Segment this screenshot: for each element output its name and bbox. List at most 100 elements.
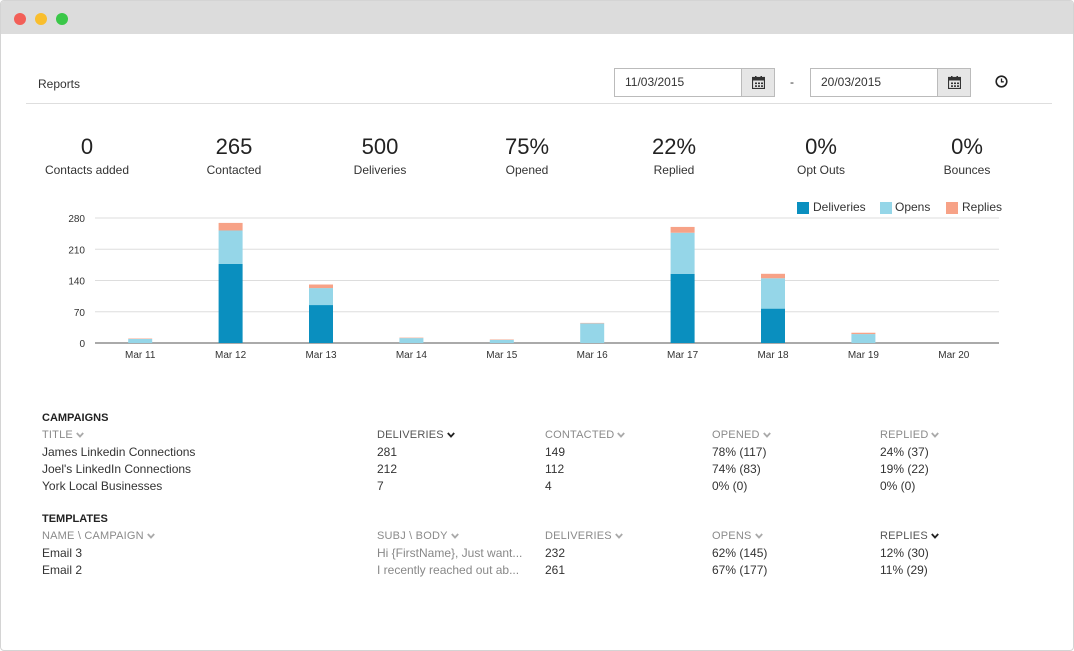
x-tick-label: Mar 20 [938,350,970,361]
bar-segment-replies [218,222,243,231]
x-tick-label: Mar 14 [396,350,428,361]
bar-segment-opens [489,339,514,343]
x-tick-label: Mar 17 [667,350,699,361]
table-cell: 281 [377,445,398,459]
campaign-title-link[interactable]: James Linkedin Connections [42,445,196,459]
date-range-separator: - [790,75,794,89]
table-cell: 7 [377,479,384,493]
column-label: REPLIED [880,429,929,441]
chevron-down-icon [614,533,623,539]
campaigns-col-title[interactable]: TITLE [42,429,84,441]
close-window-button[interactable] [14,13,26,25]
bar-segment-opens [761,278,785,309]
maximize-window-button[interactable] [56,13,68,25]
campaigns-col-opened[interactable]: OPENED [712,429,771,441]
stat-contacts-added: 0 Contacts added [12,133,162,177]
date-to-field[interactable]: 20/03/2015 [810,68,971,97]
campaigns-section-title: CAMPAIGNS [42,412,109,424]
minimize-window-button[interactable] [35,13,47,25]
date-to-calendar-button[interactable] [937,69,970,96]
column-label: NAME \ CAMPAIGN [42,530,144,542]
chevron-down-icon [446,432,455,438]
y-tick-label: 140 [68,277,85,288]
column-label: CONTACTED [545,429,615,441]
template-name-link[interactable]: Email 3 [42,546,83,560]
bar-segment-deliveries [218,263,243,343]
stat-opened: 75% Opened [452,133,602,177]
stat-contacted: 265 Contacted [159,133,309,177]
chevron-down-icon [754,533,763,539]
stat-value: 75% [504,134,550,159]
stat-value: 0% [951,134,983,159]
table-cell: 12% (30) [880,546,929,560]
table-cell: 67% (177) [712,563,768,577]
bar-segment-deliveries [309,305,333,343]
stat-label: Bounces [943,163,991,177]
legend-swatch [880,202,892,214]
table-cell: 24% (37) [880,445,929,459]
clock-icon[interactable] [995,75,1008,93]
campaign-title-link[interactable]: York Local Businesses [42,479,163,493]
bar-segment-opens [670,232,695,274]
date-from-calendar-button[interactable] [741,69,774,96]
y-tick-label: 70 [74,308,86,319]
stat-opt-outs: 0% Opt Outs [746,133,896,177]
campaigns-col-deliveries[interactable]: DELIVERIES [377,429,455,441]
chevron-down-icon [931,432,940,438]
column-label: OPENED [712,429,760,441]
stat-label: Replied [653,163,695,177]
table-cell: 74% (83) [712,462,761,476]
table-cell: 0% (0) [880,479,916,493]
page-title: Reports [38,77,81,91]
templates-col-replies[interactable]: REPLIES [880,530,939,542]
bar-segment-opens [309,288,333,306]
table-cell: 4 [545,479,552,493]
table-cell: 112 [545,462,565,476]
templates-col-subj-body[interactable]: SUBJ \ BODY [377,530,459,542]
column-label: DELIVERIES [545,530,612,542]
bar-segment-replies [851,332,876,335]
x-tick-label: Mar 12 [215,350,247,361]
title-bar [1,1,1073,34]
bar-segment-replies [670,226,695,233]
templates-col-name[interactable]: NAME \ CAMPAIGN [42,530,155,542]
y-tick-label: 210 [68,245,85,256]
template-name-link[interactable]: Email 2 [42,563,83,577]
table-cell: I recently reached out ab... [377,563,520,577]
stat-bounces: 0% Bounces [892,133,1042,177]
stat-label: Contacted [206,163,262,177]
chevron-down-icon [617,432,626,438]
date-from-field[interactable]: 11/03/2015 [614,68,775,97]
table-cell: 261 [545,563,566,577]
x-tick-label: Mar 16 [577,350,609,361]
legend-label: Deliveries [813,200,866,214]
templates-col-opens[interactable]: OPENS [712,530,763,542]
column-label: DELIVERIES [377,429,444,441]
y-tick-label: 0 [79,339,85,350]
stat-value: 0 [80,134,94,159]
x-tick-label: Mar 15 [486,350,518,361]
x-tick-label: Mar 19 [848,350,880,361]
table-cell: 78% (117) [712,445,767,459]
stat-value: 265 [215,134,253,159]
legend-label: Replies [962,200,1003,214]
chevron-down-icon [146,533,155,539]
date-from-value: 11/03/2015 [625,75,685,89]
column-label: REPLIES [880,530,928,542]
campaign-title-link[interactable]: Joel's LinkedIn Connections [42,462,192,476]
templates-col-deliveries[interactable]: DELIVERIES [545,530,623,542]
campaigns-col-contacted[interactable]: CONTACTED [545,429,626,441]
stat-replied: 22% Replied [599,133,749,177]
bar-segment-deliveries [761,308,785,343]
stat-value: 500 [361,134,399,159]
chevron-down-icon [76,432,84,438]
bar-segment-replies [309,284,333,289]
bar-segment-opens [128,338,153,343]
campaigns-col-replied[interactable]: REPLIED [880,429,940,441]
date-to-value: 20/03/2015 [821,75,882,89]
column-label: OPENS [712,530,752,542]
table-cell: 149 [545,445,566,459]
table-cell: 62% (145) [712,546,768,560]
stat-deliveries: 500 Deliveries [305,133,455,177]
